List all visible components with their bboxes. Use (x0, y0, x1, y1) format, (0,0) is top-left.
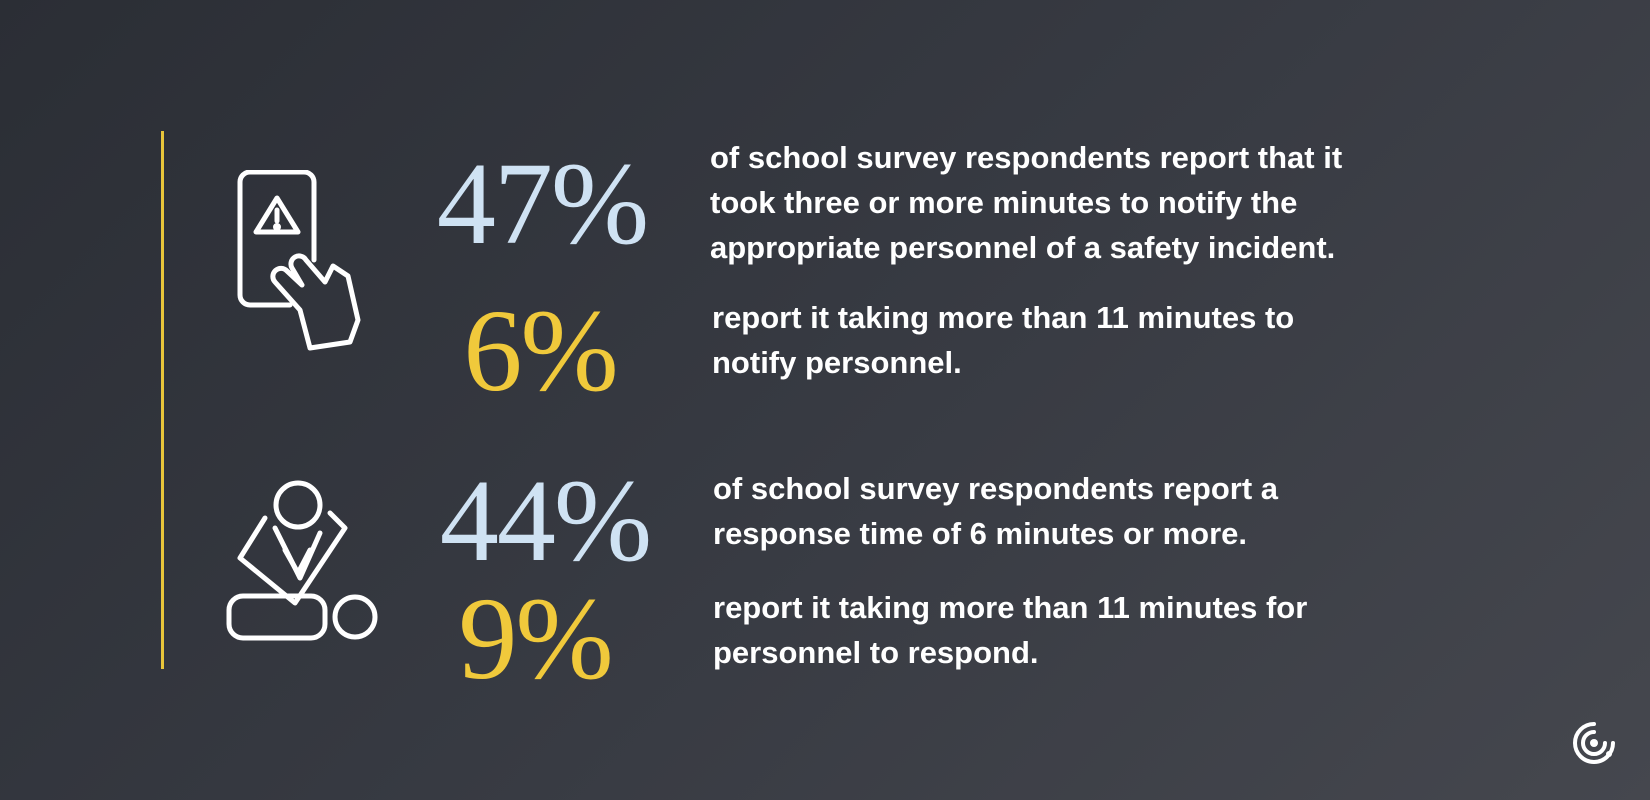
text-line: of school survey respondents report that… (710, 140, 1343, 175)
text-line: report it taking more than 11 minutes fo… (713, 590, 1308, 625)
phone-alert-icon (237, 170, 361, 351)
stat-description: of school survey respondents report a res… (713, 466, 1278, 556)
text-line: response time of 6 minutes or more. (713, 516, 1248, 551)
stat-value: 6% (463, 285, 618, 416)
text-line: notify personnel. (712, 345, 962, 380)
text-line: report it taking more than 11 minutes to (712, 300, 1295, 335)
stat-description: report it taking more than 11 minutes to… (712, 295, 1294, 385)
logo (1573, 722, 1615, 764)
text-line: personnel to respond. (713, 635, 1039, 670)
stat-description: report it taking more than 11 minutes fo… (713, 585, 1307, 675)
stat-value: 9% (458, 573, 613, 704)
text-line: appropriate personnel of a safety incide… (710, 230, 1336, 265)
cpr-icon (226, 480, 378, 641)
stat-description: of school survey respondents report that… (710, 135, 1342, 270)
text-line: of school survey respondents report a (713, 471, 1279, 506)
stat-value: 47% (436, 138, 649, 269)
accent-line (161, 131, 164, 669)
stat-value: 44% (439, 455, 652, 586)
text-line: took three or more minutes to notify the (710, 185, 1298, 220)
